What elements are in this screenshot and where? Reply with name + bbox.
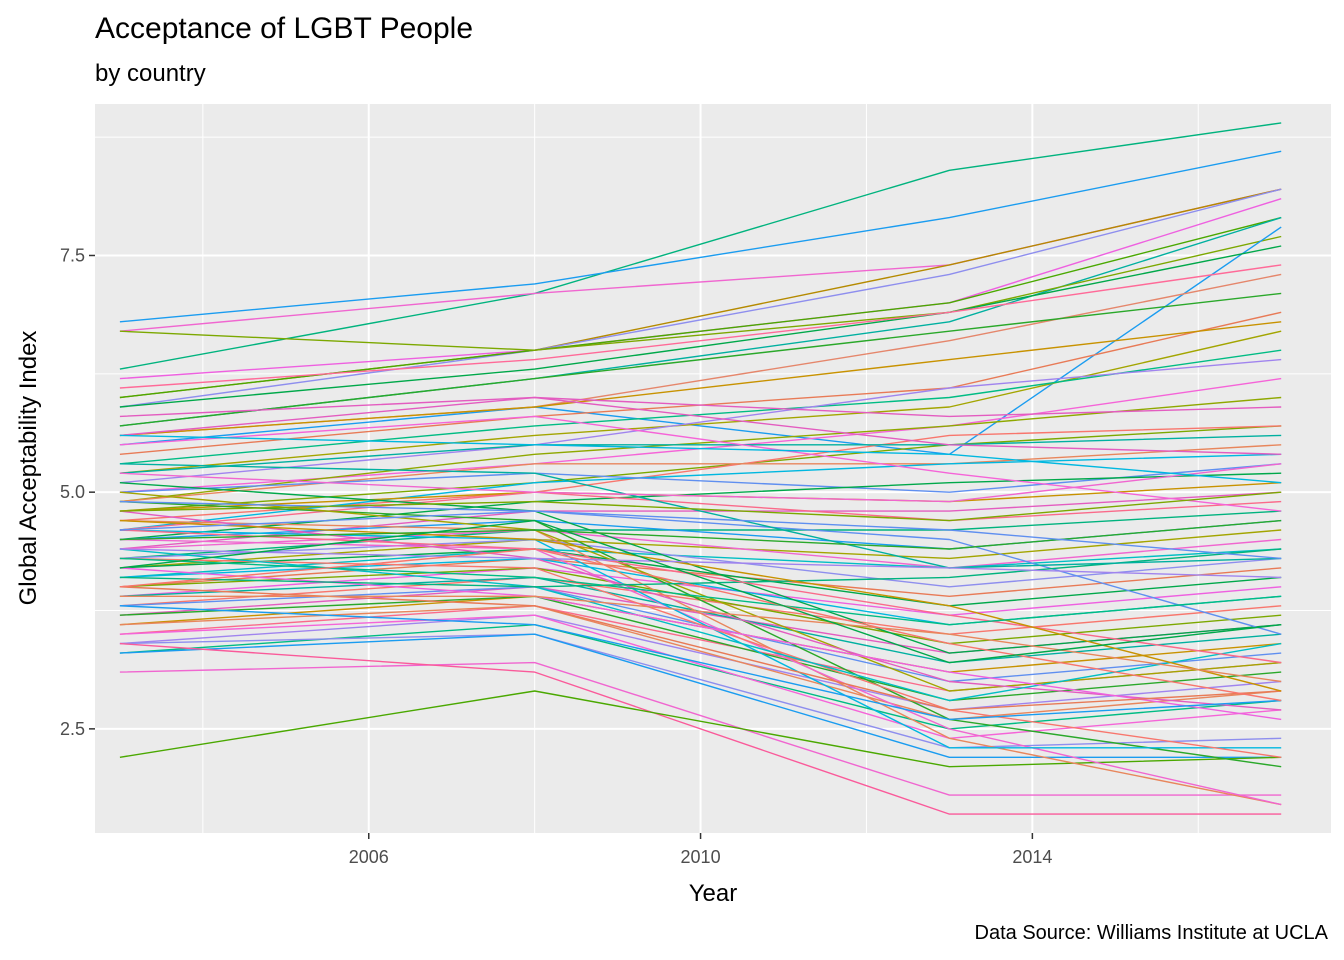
series-line <box>119 415 1282 512</box>
series-line <box>119 519 1282 664</box>
series-line <box>119 548 1282 579</box>
series-line <box>119 529 1282 664</box>
series-line <box>119 396 1282 455</box>
series-line <box>119 633 1282 758</box>
series-line <box>119 491 1282 522</box>
series-line <box>119 642 1282 815</box>
series-line <box>119 311 1282 455</box>
series-line <box>119 235 1282 351</box>
series-line <box>119 491 1282 692</box>
minor-gridlines <box>95 104 1331 833</box>
series-line <box>119 245 1282 408</box>
series-line <box>119 614 1282 739</box>
series-line <box>119 321 1282 437</box>
series-line <box>119 557 1282 758</box>
series-line <box>119 292 1282 427</box>
y-tick-label: 5.0 <box>60 482 85 502</box>
y-tick-label: 2.5 <box>60 719 85 739</box>
series-line <box>119 567 1282 645</box>
series-line <box>119 690 1282 768</box>
series-line <box>119 358 1282 484</box>
series-line <box>119 264 1282 389</box>
series-line <box>119 510 1282 560</box>
series-line <box>119 122 1282 370</box>
chart-title: Acceptance of LGBT People <box>95 12 474 45</box>
series-line <box>119 396 1282 437</box>
series-line <box>119 463 1282 503</box>
y-axis-title: Global Acceptability Index <box>15 331 42 606</box>
y-tick-label: 7.5 <box>60 245 85 265</box>
x-axis: 2006 2010 2014 <box>349 833 1052 867</box>
series-lines <box>119 122 1282 815</box>
series-line <box>119 605 1282 721</box>
series-line <box>119 519 1282 692</box>
chart-caption: Data Source: Williams Institute at UCLA <box>974 922 1328 944</box>
series-line <box>119 519 1282 550</box>
series-line <box>119 595 1282 702</box>
series-line <box>119 188 1282 408</box>
series-line <box>119 595 1282 683</box>
x-tick-label: 2010 <box>681 847 721 867</box>
chart-subtitle: by country <box>95 60 206 87</box>
x-tick-label: 2006 <box>349 847 389 867</box>
series-line <box>119 150 1282 323</box>
x-axis-title: Year <box>689 880 738 907</box>
series-line <box>119 548 1282 702</box>
y-axis: 2.5 5.0 7.5 <box>60 245 95 739</box>
series-line <box>119 548 1282 607</box>
series-line <box>119 434 1282 484</box>
x-tick-label: 2014 <box>1012 847 1052 867</box>
